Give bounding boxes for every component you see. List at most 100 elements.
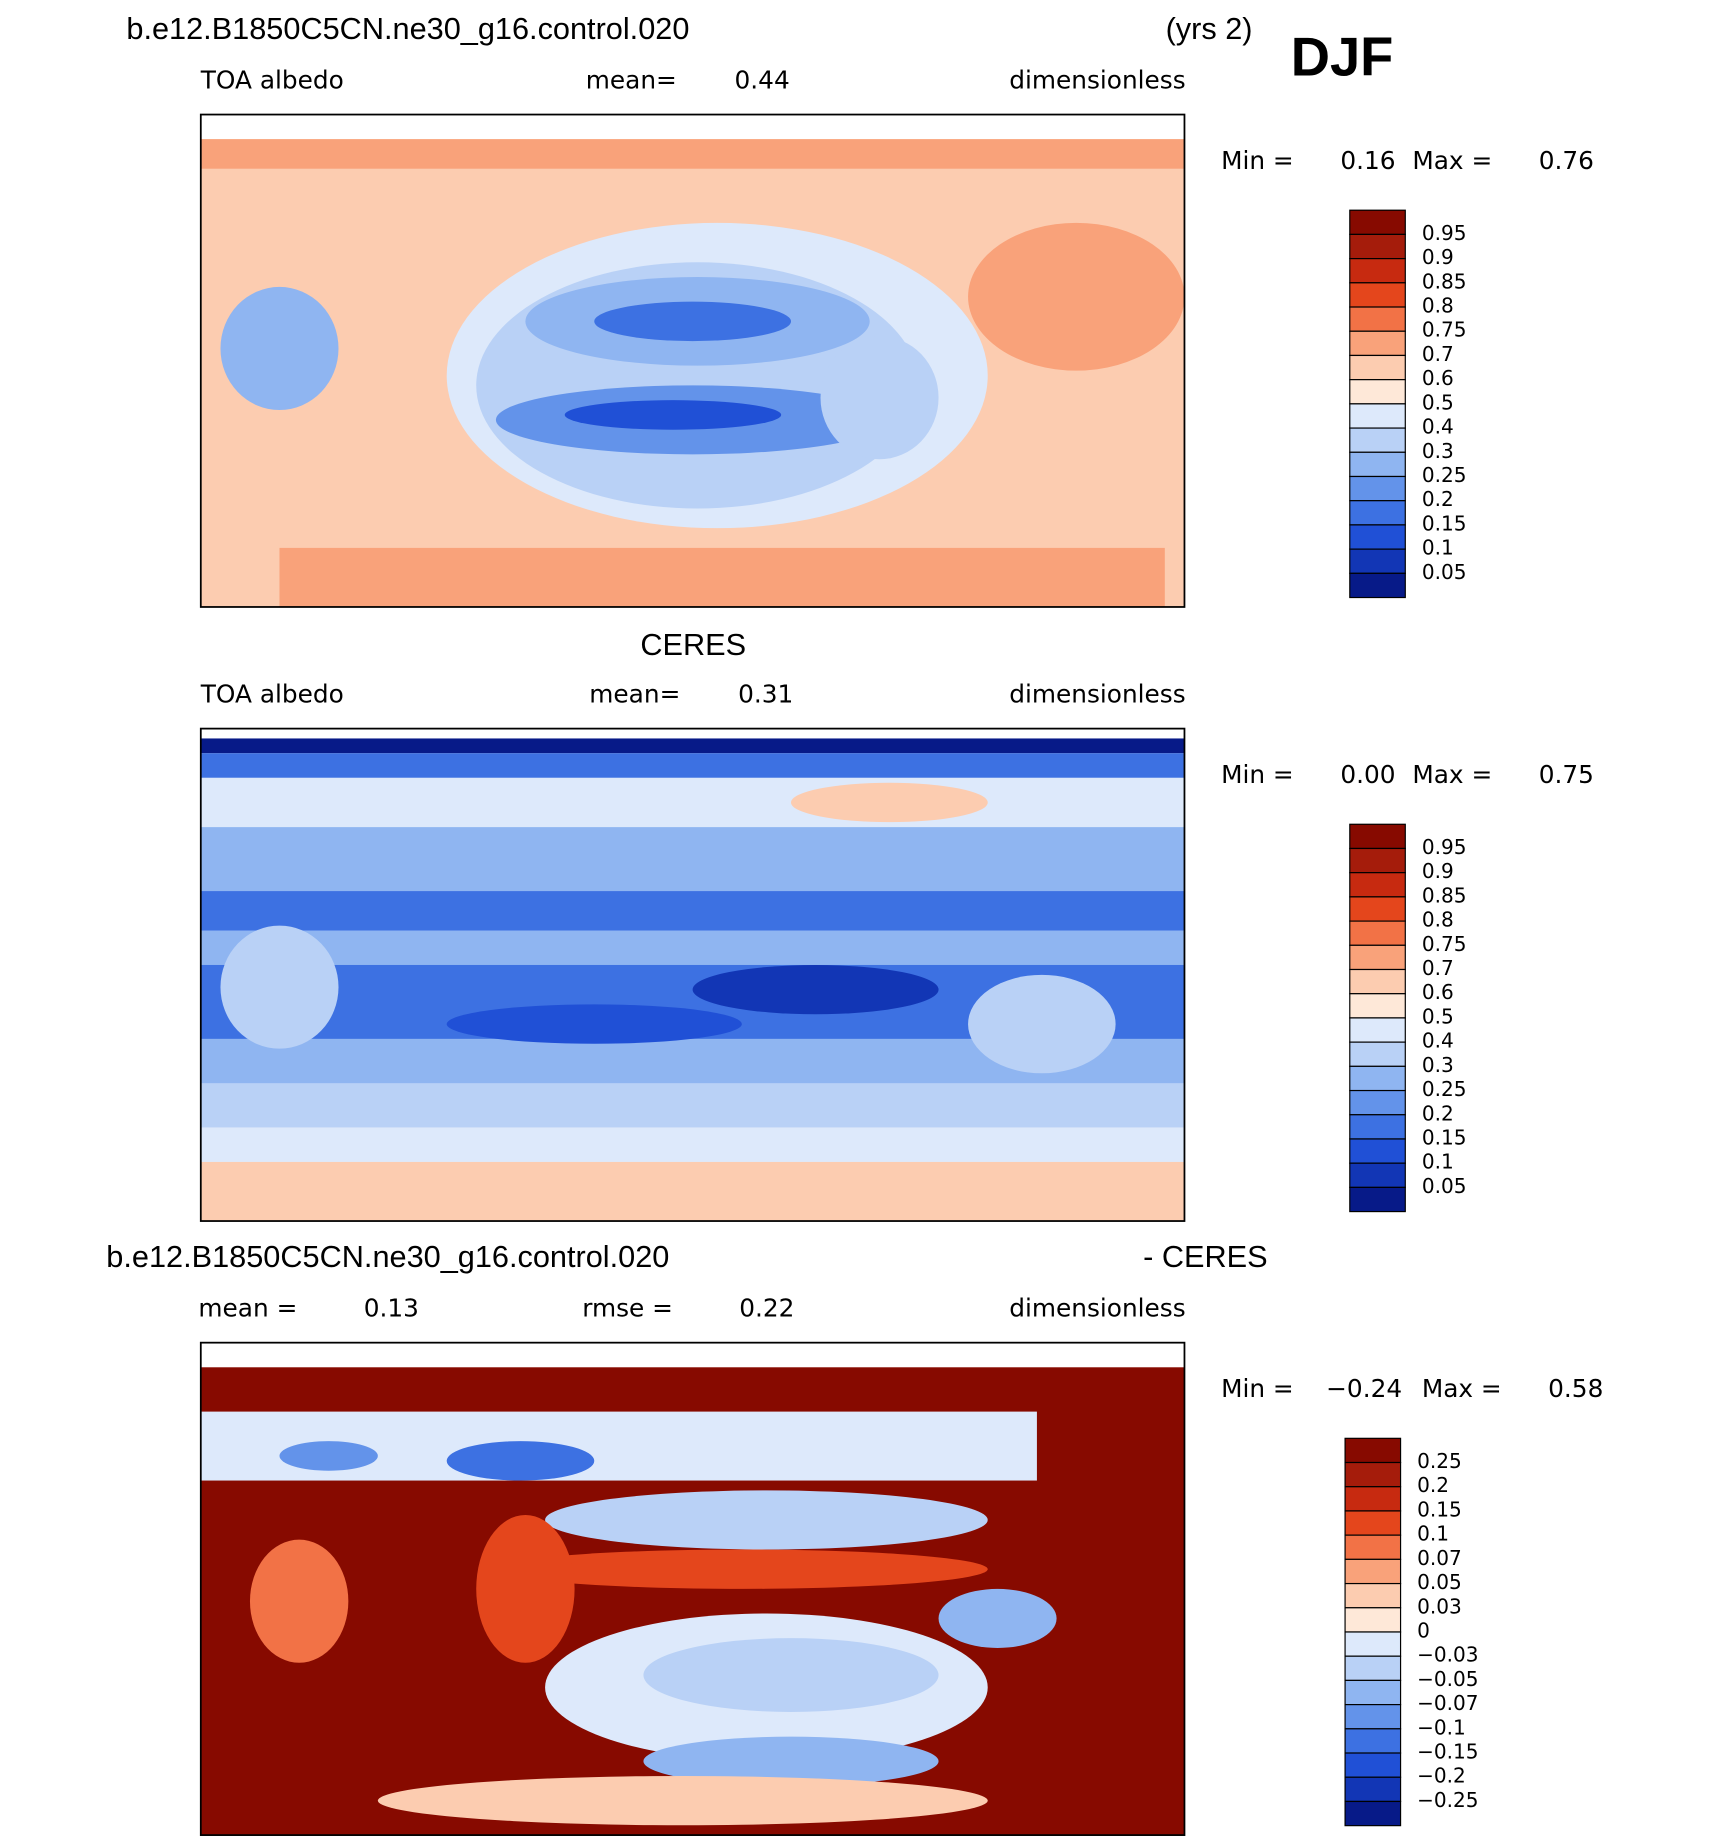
max-value: 0.76: [1539, 146, 1594, 175]
field-band: [200, 891, 1185, 931]
variable-name: TOA albedo: [200, 680, 344, 709]
colorbar-box: [1349, 548, 1406, 574]
field-region: [692, 964, 939, 1015]
colorbar-box: [1349, 968, 1406, 995]
panel-title-right: - CERES: [1143, 1239, 1267, 1274]
min-label: Min =: [1221, 146, 1294, 175]
map-frame: [199, 727, 1186, 1222]
field-region: [938, 1588, 1057, 1648]
colorbar-box: [1344, 1486, 1402, 1512]
colorbar-label: 0.7: [1422, 342, 1454, 366]
colorbar-label: 0.95: [1422, 221, 1467, 245]
colorbar-label: 0.3: [1422, 1053, 1454, 1077]
mean-value: 0.44: [735, 65, 790, 94]
field-region: [446, 1004, 742, 1044]
max-value: 0.58: [1548, 1374, 1603, 1403]
colorbar-box: [1344, 1679, 1402, 1706]
panel-title: CERES: [640, 627, 746, 662]
mean-value: 0.13: [364, 1294, 419, 1323]
colorbar-label: 0.05: [1422, 560, 1467, 584]
field-band: [200, 139, 1185, 169]
field-band: [200, 753, 1185, 778]
colorbar-box: [1349, 427, 1406, 453]
field-band: [200, 1083, 1185, 1128]
colorbar-label: 0.9: [1422, 245, 1454, 269]
rmse-label: rmse =: [582, 1294, 673, 1323]
colorbar-box: [1344, 1534, 1402, 1560]
colorbar-box: [1349, 330, 1406, 357]
colorbar-box: [1344, 1800, 1402, 1827]
colorbar-label: 0.8: [1422, 294, 1454, 318]
map-field: [200, 1342, 1185, 1836]
field-band: [200, 114, 1185, 140]
colorbar-box: [1344, 1704, 1402, 1730]
min-label: Min =: [1221, 760, 1294, 789]
colorbar-box: [1349, 1114, 1406, 1140]
field-band: [279, 547, 1165, 607]
colorbar-box: [1344, 1437, 1402, 1464]
colorbar-box: [1349, 1017, 1406, 1043]
colorbar-label: 0.75: [1422, 932, 1467, 956]
colorbar-label: 0.75: [1422, 318, 1467, 342]
colorbar-box: [1344, 1728, 1402, 1754]
colorbar-box: [1344, 1461, 1402, 1488]
field-region: [279, 1441, 378, 1471]
colorbar-box: [1349, 524, 1406, 550]
colorbar-box: [1344, 1631, 1402, 1657]
colorbar-label: 0.6: [1422, 980, 1454, 1004]
colorbar-label: 0.15: [1422, 511, 1467, 535]
colorbar-box: [1349, 1089, 1406, 1116]
colorbar-label: 0.1: [1422, 536, 1454, 560]
colorbar-label: 0.4: [1422, 1029, 1454, 1053]
colorbar-box: [1349, 354, 1406, 381]
field-band: [200, 1161, 1185, 1222]
colorbar-box: [1349, 258, 1406, 284]
field-band: [200, 1127, 1185, 1162]
colorbar-box: [1344, 1582, 1402, 1609]
colorbar-box: [1349, 282, 1406, 308]
colorbar-label: 0.6: [1422, 366, 1454, 390]
min-value: 0.00: [1340, 760, 1395, 789]
map: [199, 727, 1186, 1222]
field-region: [643, 1638, 939, 1712]
colorbar-box: [1349, 451, 1406, 478]
field-region: [643, 1736, 939, 1786]
field-region: [220, 286, 339, 411]
min-value: −0.24: [1326, 1374, 1402, 1403]
colorbar-label: 0.7: [1422, 956, 1454, 980]
colorbar-label: 0.05: [1417, 1570, 1462, 1594]
map: [199, 113, 1186, 608]
colorbar-box: [1349, 823, 1406, 850]
panel-title: b.e12.B1850C5CN.ne30_g16.control.020: [126, 11, 689, 46]
season-title: DJF: [1291, 27, 1394, 88]
colorbar-box: [1349, 306, 1406, 332]
colorbar-label: −0.05: [1417, 1667, 1478, 1691]
colorbar-box: [1349, 403, 1406, 429]
field-region: [377, 1776, 988, 1826]
colorbar-label: 0.85: [1422, 883, 1467, 907]
map-field: [200, 728, 1185, 1222]
colorbar-label: 0.85: [1422, 269, 1467, 293]
colorbar-box: [1344, 1655, 1402, 1681]
colorbar-label: −0.1: [1417, 1715, 1466, 1739]
colorbar-label: 0.1: [1417, 1522, 1449, 1546]
colorbar-box: [1344, 1752, 1402, 1778]
colorbar-box: [1349, 896, 1406, 922]
mean-label: mean =: [198, 1294, 297, 1323]
field-region: [545, 1490, 988, 1550]
colorbar-label: 0.1: [1422, 1150, 1454, 1174]
colorbar-box: [1349, 209, 1406, 235]
colorbar-label: −0.07: [1417, 1691, 1478, 1715]
colorbar-box: [1349, 572, 1406, 599]
colorbar-label: 0.5: [1422, 390, 1454, 414]
colorbar-box: [1349, 500, 1406, 526]
colorbar-box: [1349, 379, 1406, 405]
colorbar-label: 0.9: [1422, 859, 1454, 883]
max-label: Max =: [1412, 760, 1492, 789]
colorbar-box: [1344, 1558, 1402, 1585]
colorbar-label: 0.05: [1422, 1174, 1467, 1198]
colorbar-box: [1344, 1510, 1402, 1536]
colorbar-label: 0.15: [1422, 1125, 1467, 1149]
mean-label: mean=: [589, 680, 680, 709]
